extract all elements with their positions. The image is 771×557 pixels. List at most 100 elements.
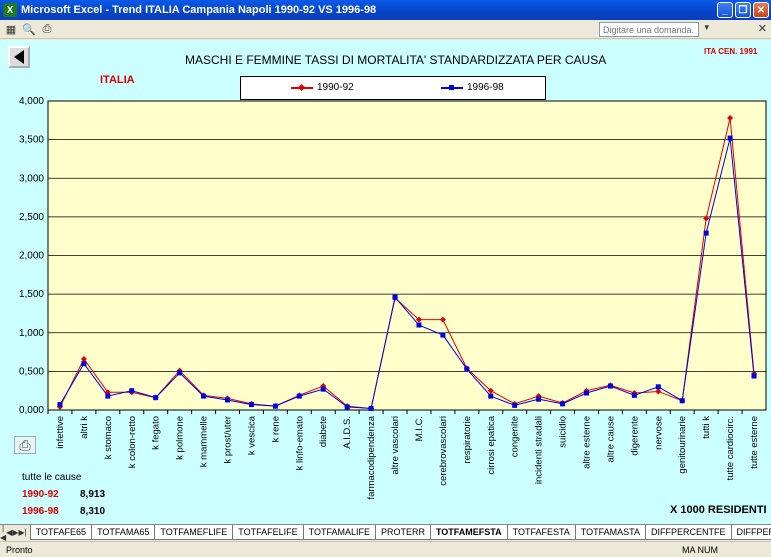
arrow-left-icon	[14, 50, 24, 64]
sheet-tab[interactable]: TOTFAMA65	[91, 525, 156, 540]
sheet-tab[interactable]: DIFFPER	[730, 525, 771, 540]
x-tick-label: suicidio	[558, 416, 569, 448]
x-tick-label: respiratorie	[462, 416, 473, 464]
y-tick-label: 2,500	[19, 212, 44, 223]
restore-button[interactable]: ❐	[735, 2, 751, 18]
data-point-1996-98	[512, 402, 518, 408]
x-tick-label: altre esterne	[582, 416, 593, 469]
x-tick-label: M.I.C.	[414, 416, 425, 441]
x-tick-label: genitourinarie	[677, 416, 688, 474]
x-tick-label: k linfo-emato	[294, 416, 305, 470]
summary-year: 1996-98	[22, 506, 59, 517]
region-label: ITALIA	[100, 74, 135, 86]
y-tick-label: 1,000	[19, 328, 44, 339]
back-button[interactable]	[8, 46, 30, 68]
status-mode: MA NUM	[682, 544, 718, 555]
data-point-1996-98	[631, 392, 637, 398]
sheet-tab[interactable]: TOTFAFELIFE	[232, 525, 304, 540]
x-tick-label: infettive	[55, 416, 66, 449]
minimize-button[interactable]: _	[717, 2, 733, 18]
data-point-1996-98	[177, 370, 183, 376]
data-point-1990-92	[655, 388, 662, 395]
series-line-1990-92	[59, 117, 755, 409]
y-tick-label: 4,000	[19, 96, 44, 107]
y-tick-label: 0,500	[19, 366, 44, 377]
sheet-tab[interactable]: TOTFAFE65	[29, 525, 93, 540]
close-workbook-icon[interactable]: ✕	[757, 23, 767, 35]
x-tick-label: k polmone	[175, 416, 186, 460]
gridlines	[48, 139, 766, 372]
census-label: ITA CEN. 1991	[704, 47, 758, 56]
window-title: Microsoft Excel - Trend ITALIA Campania …	[21, 4, 377, 16]
prev-sheet-icon[interactable]: ◀	[6, 528, 13, 537]
data-point-1996-98	[751, 373, 757, 379]
x-tick-label: tutte cardiocirc.	[725, 416, 736, 480]
summary-year: 1990-92	[22, 489, 59, 500]
spreadsheet-icon[interactable]: ▦	[5, 23, 17, 36]
status-text: Pronto	[6, 544, 33, 555]
x-tick-label: nervose	[653, 416, 664, 450]
sheet-tab[interactable]: DIFFPERCENTFE	[645, 525, 732, 540]
chevron-down-icon[interactable]: ▾	[704, 22, 709, 32]
sheet-tab[interactable]: TOTFAMEFLIFE	[154, 525, 234, 540]
x-tick-label: k rene	[270, 416, 281, 442]
legend-item-1996-98: 1996-98	[441, 82, 504, 93]
data-point-1996-98	[296, 393, 302, 399]
chart-title: MASCHI E FEMMINE TASSI DI MORTALITA' STA…	[185, 53, 607, 67]
sheet-tab[interactable]: PROTERR	[374, 525, 431, 540]
data-point-1996-98	[129, 388, 135, 394]
sheet-tab-bar: |◀ ◀ ▶ ▶| TOTFAFE65 TOTFAMA65 TOTFAMEFLIFE…	[0, 523, 771, 542]
summary-label: tutte le cause	[22, 472, 82, 483]
data-point-1996-98	[536, 396, 542, 402]
data-point-1996-98	[703, 230, 709, 236]
data-point-1996-98	[488, 393, 494, 399]
sheet-tab[interactable]: TOTFAMALIFE	[302, 525, 376, 540]
last-sheet-icon[interactable]: ▶|	[18, 528, 27, 537]
data-point-1996-98	[248, 402, 254, 408]
x-tick-label: altri k	[79, 416, 90, 439]
x-tick-label: tutti k	[701, 416, 712, 439]
data-point-1990-92	[80, 356, 87, 363]
data-point-1990-92	[439, 316, 446, 323]
sheet-tab[interactable]: TOTFAMEFSTA	[429, 525, 508, 540]
y-tick-label: 1,500	[19, 289, 44, 300]
chart-sheet: 0,000 0,500 1,000 1,500 2,000 2,500 3,000 3,500…	[0, 40, 771, 524]
printer-icon[interactable]: ⎙	[42, 22, 52, 35]
x-tick-label: altre vascolari	[390, 416, 401, 475]
next-sheet-icon[interactable]: ▶	[12, 528, 19, 537]
x-tick-label: k prost/uter	[223, 416, 234, 464]
data-point-1996-98	[320, 386, 326, 392]
data-point-1996-98	[655, 384, 661, 390]
data-point-1996-98	[440, 332, 446, 338]
sheet-tabs: TOTFAFE65 TOTFAMA65 TOTFAMEFLIFE TOTFAFELIF…	[29, 525, 771, 540]
x-tick-label: cirrosi epatica	[486, 415, 497, 474]
help-search-input[interactable]	[599, 22, 699, 37]
x-tick-label: tutte esterne	[749, 416, 760, 469]
sheet-tab[interactable]: TOTFAMASTA	[574, 525, 647, 540]
print-preview-icon[interactable]: 🔍	[22, 23, 36, 36]
y-tick-label: 3,000	[19, 173, 44, 184]
summary-row: 1996-98 8,310	[22, 506, 105, 517]
x-tick-label: k colon-retto	[127, 416, 138, 468]
print-icon[interactable]: ⎙	[14, 436, 36, 454]
x-tick-label: congenite	[510, 416, 521, 457]
x-axis-ticks: infettive altri k k stomaco k colon-retto k …	[47, 410, 760, 499]
sheet-tab[interactable]: TOTFAFESTA	[506, 525, 576, 540]
x-tick-label: altre cause	[605, 416, 616, 462]
y-axis-ticks: 0,000 0,500 1,000 1,500 2,000 2,500 3,000 3,500…	[19, 96, 44, 416]
x-tick-label: cerebrovascolari	[438, 416, 449, 486]
title-bar: X Microsoft Excel - Trend ITALIA Campani…	[0, 0, 771, 20]
x-tick-label: k fegato	[151, 416, 162, 450]
x-tick-label: k vescica	[246, 415, 257, 455]
legend-label-1990-92: 1990-92	[317, 82, 354, 93]
data-point-1996-98	[727, 135, 733, 141]
series-lines	[56, 114, 758, 412]
status-bar: Pronto MA NUM	[0, 541, 771, 557]
excel-icon: X	[3, 3, 17, 17]
legend: 1990-92 1996-98	[240, 76, 546, 100]
summary-box: tutte le cause 1990-92 8,913 1996-98 8,3…	[22, 472, 105, 517]
close-button[interactable]: ✕	[753, 2, 769, 18]
first-sheet-icon[interactable]: |◀	[0, 523, 7, 542]
data-point-1996-98	[201, 393, 207, 399]
legend-item-1990-92: 1990-92	[291, 82, 354, 93]
